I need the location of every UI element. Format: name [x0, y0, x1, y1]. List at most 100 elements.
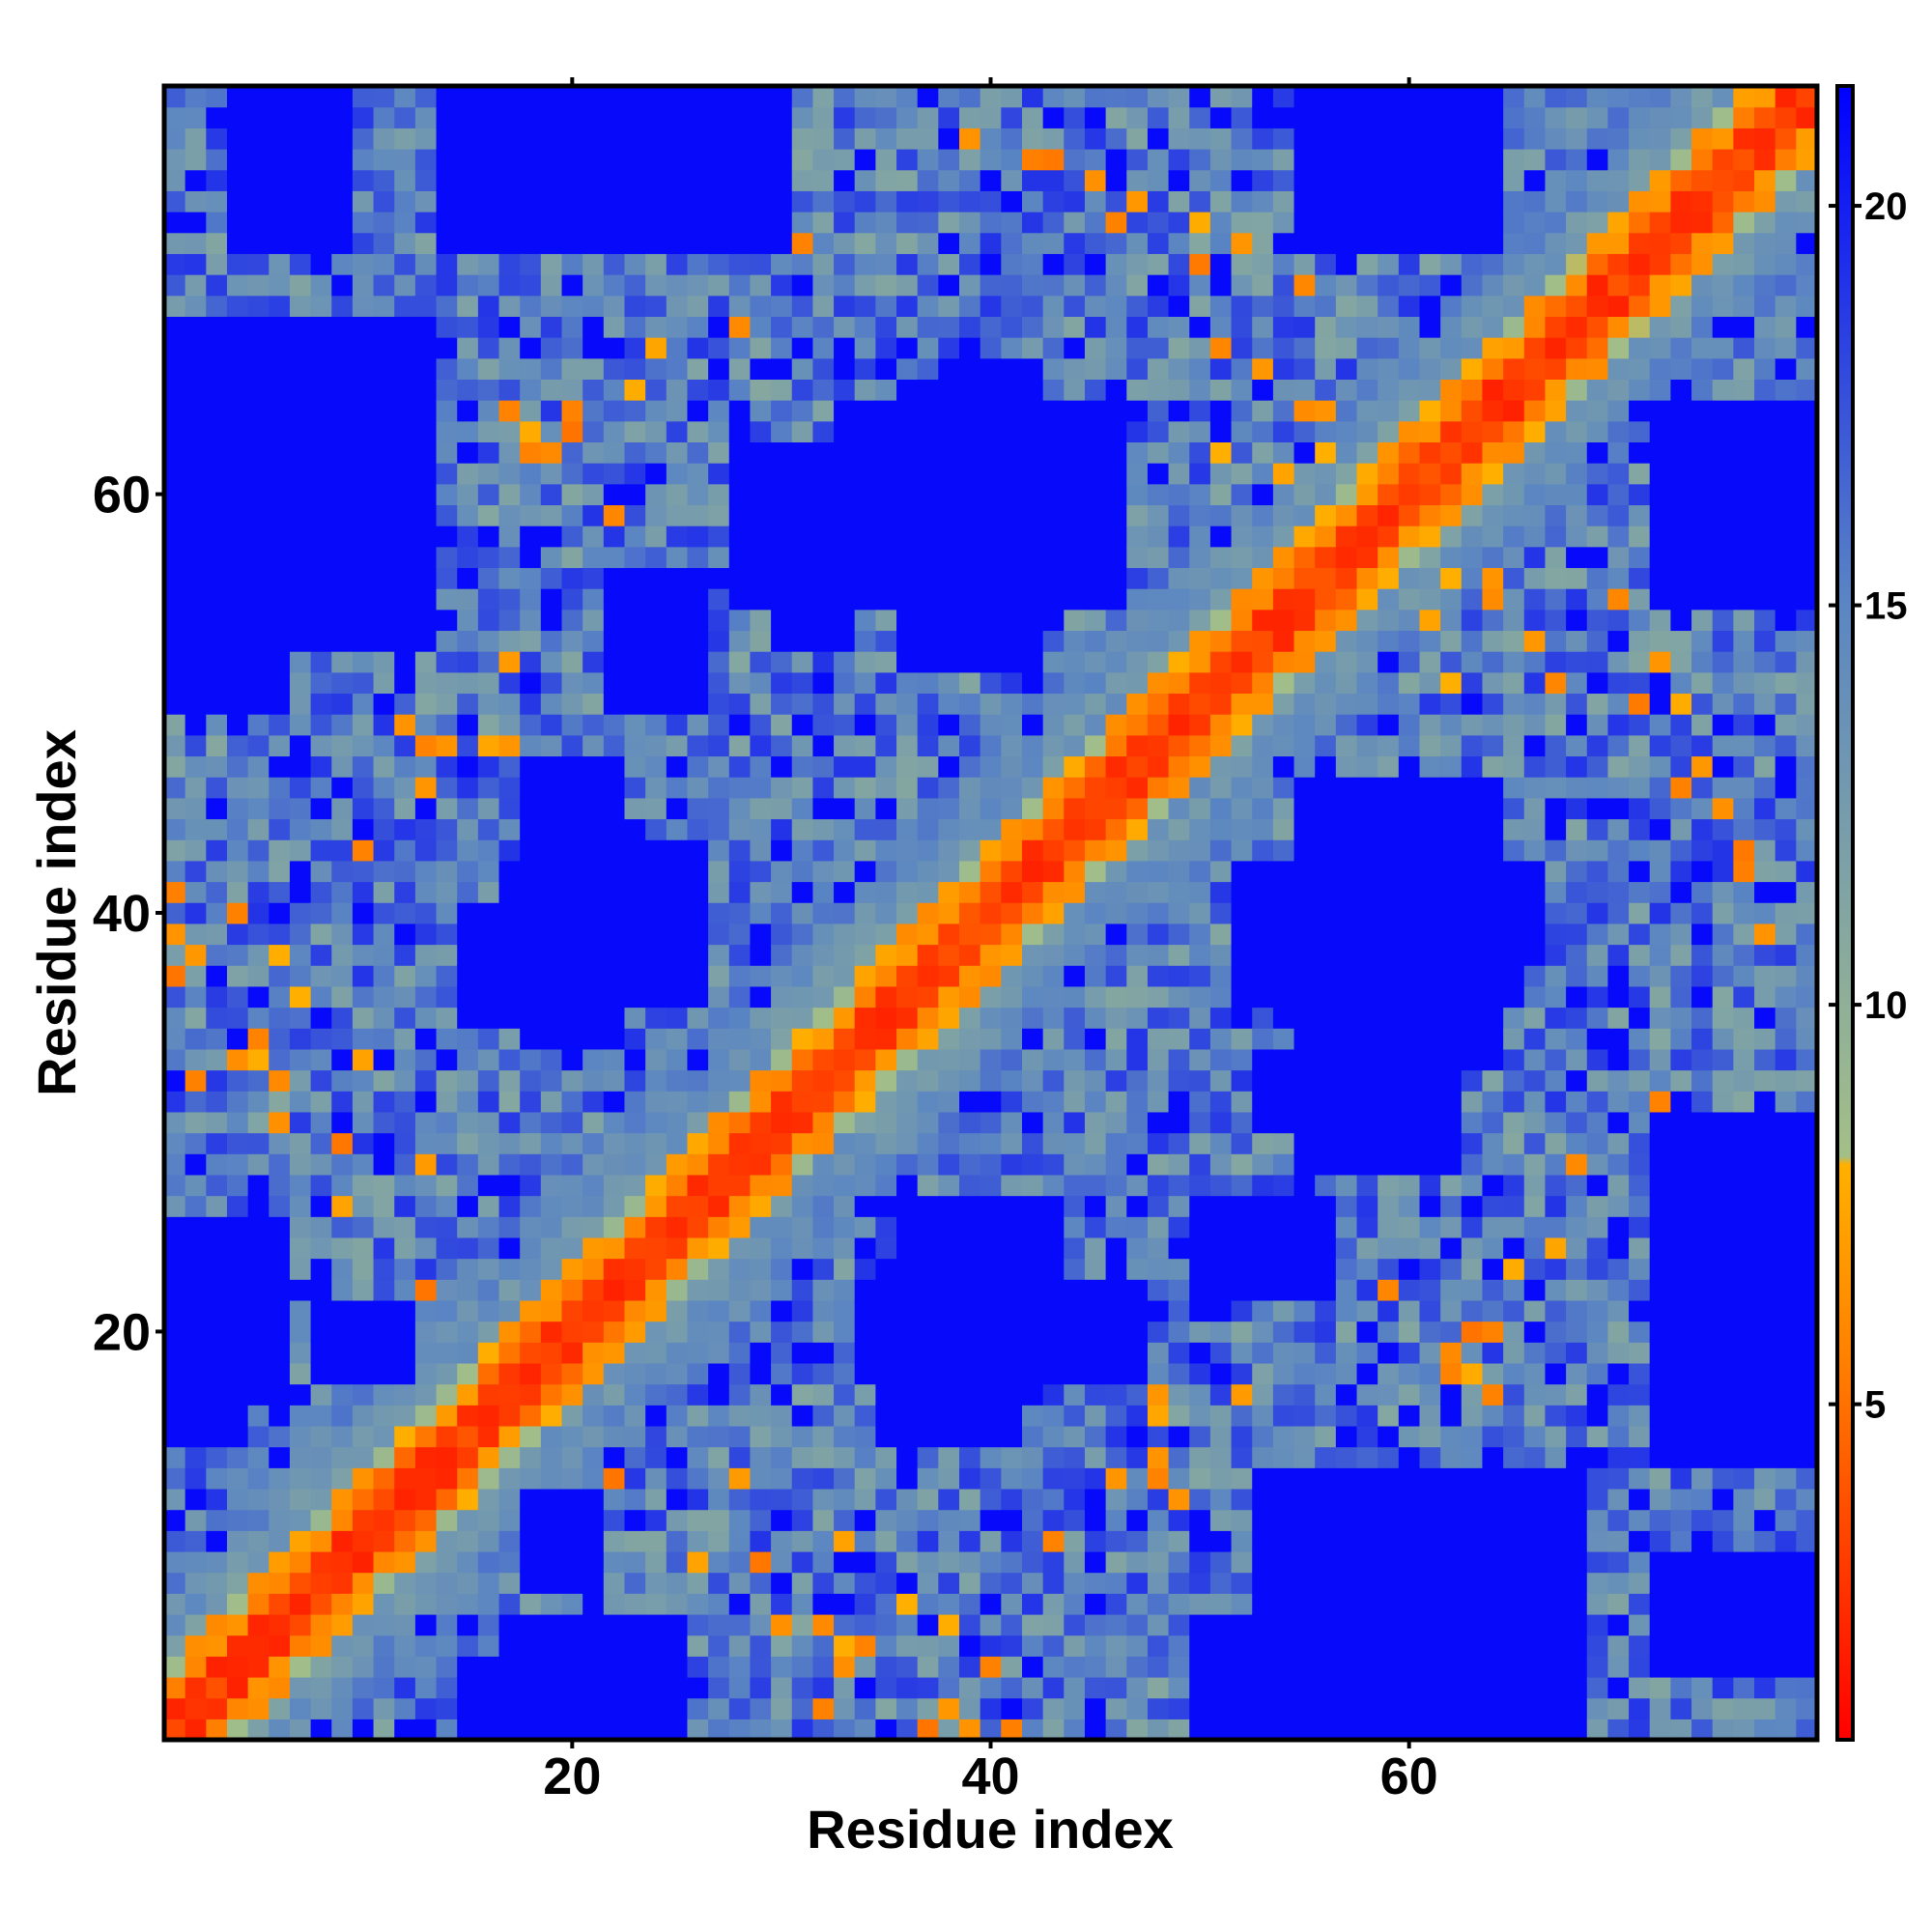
- heatmap-cell: [352, 483, 375, 506]
- heatmap-cell: [247, 1153, 270, 1176]
- heatmap-cell: [750, 1656, 772, 1678]
- heatmap-cell: [1001, 630, 1023, 652]
- heatmap-cell: [728, 609, 752, 632]
- heatmap-cell: [373, 902, 395, 924]
- heatmap-cell: [457, 128, 479, 150]
- heatmap-cell: [457, 693, 479, 715]
- heatmap-cell: [540, 923, 563, 946]
- heatmap-cell: [498, 630, 521, 652]
- heatmap-cell: [812, 1446, 835, 1468]
- heatmap-cell: [582, 1007, 605, 1029]
- heatmap-cell: [436, 881, 458, 903]
- heatmap-cell: [624, 881, 646, 903]
- heatmap-cell: [352, 253, 375, 275]
- heatmap-cell: [1272, 1719, 1295, 1741]
- heatmap-cell: [1042, 1634, 1065, 1657]
- heatmap-cell: [1168, 169, 1190, 191]
- heatmap-cell: [750, 1446, 772, 1468]
- heatmap-cell: [1105, 1195, 1127, 1217]
- heatmap-cell: [1419, 609, 1441, 632]
- heatmap-cell: [520, 400, 542, 422]
- heatmap-cell: [477, 839, 500, 862]
- heatmap-cell: [896, 441, 919, 464]
- heatmap-cell: [917, 169, 939, 191]
- heatmap-cell: [477, 651, 500, 673]
- heatmap-cell: [959, 1719, 981, 1741]
- heatmap-cell: [1231, 797, 1253, 820]
- heatmap-cell: [750, 149, 772, 171]
- heatmap-cell: [1042, 944, 1065, 966]
- heatmap-cell: [917, 106, 939, 128]
- heatmap-cell: [1147, 1069, 1170, 1092]
- heatmap-cell: [373, 1676, 395, 1699]
- heatmap-cell: [1168, 1091, 1190, 1113]
- heatmap-cell: [834, 1069, 856, 1092]
- heatmap-cell: [1378, 1216, 1400, 1238]
- heatmap-cell: [331, 1467, 354, 1490]
- heatmap-cell: [854, 1550, 876, 1574]
- heatmap-cell: [1064, 1195, 1086, 1217]
- heatmap-cell: [812, 86, 835, 108]
- heatmap-cell: [1126, 734, 1149, 757]
- heatmap-cell: [477, 588, 500, 611]
- heatmap-cell: [959, 1028, 981, 1050]
- heatmap-cell: [185, 504, 207, 526]
- heatmap-cell: [247, 504, 270, 526]
- heatmap-cell: [645, 420, 668, 442]
- heatmap-cell: [582, 1048, 605, 1071]
- heatmap-cell: [938, 881, 960, 903]
- heatmap-cell: [938, 1446, 960, 1468]
- heatmap-cell: [980, 316, 1002, 338]
- heatmap-cell: [1231, 379, 1253, 401]
- heatmap-cell: [394, 965, 416, 987]
- heatmap-cell: [1440, 755, 1463, 778]
- heatmap-cell: [791, 1509, 814, 1531]
- heatmap-cell: [1064, 1174, 1086, 1197]
- heatmap-cell: [436, 693, 458, 715]
- heatmap-cell: [310, 1405, 332, 1427]
- heatmap-cell: [1440, 1069, 1463, 1092]
- heatmap-cell: [414, 379, 438, 401]
- heatmap-cell: [457, 504, 479, 526]
- heatmap-cell: [394, 1279, 416, 1301]
- heatmap-cell: [331, 316, 354, 338]
- heatmap-cell: [750, 1572, 772, 1594]
- heatmap-cell: [708, 1342, 730, 1364]
- heatmap-cell: [1147, 881, 1170, 903]
- heatmap-cell: [1189, 1509, 1211, 1531]
- heatmap-cell: [206, 253, 228, 275]
- heatmap-cell: [164, 588, 186, 611]
- heatmap-cell: [938, 1362, 960, 1385]
- heatmap-cell: [1001, 1446, 1023, 1468]
- heatmap-cell: [394, 1550, 416, 1574]
- heatmap-cell: [750, 1509, 772, 1531]
- heatmap-cell: [540, 190, 563, 213]
- heatmap-cell: [1231, 671, 1253, 695]
- heatmap-cell: [1315, 316, 1337, 338]
- heatmap-cell: [1272, 128, 1295, 150]
- heatmap-cell: [582, 755, 605, 778]
- heatmap-cell: [791, 400, 814, 422]
- heatmap-cell: [624, 1593, 646, 1615]
- heatmap-cell: [164, 295, 186, 317]
- heatmap-cell: [854, 379, 876, 401]
- heatmap-cell: [1252, 944, 1274, 966]
- heatmap-cell: [185, 274, 207, 297]
- heatmap-cell: [289, 400, 312, 422]
- heatmap-cell: [1398, 1007, 1421, 1029]
- heatmap-cell: [520, 839, 542, 862]
- heatmap-cell: [771, 212, 793, 234]
- heatmap-cell: [603, 1676, 626, 1699]
- heatmap-cell: [1001, 797, 1023, 820]
- heatmap-cell: [1189, 1069, 1211, 1092]
- heatmap-cell: [414, 420, 438, 442]
- heatmap-cell: [1378, 1405, 1400, 1427]
- heatmap-cell: [896, 923, 919, 946]
- heatmap-cell: [373, 1613, 395, 1636]
- heatmap-cell: [728, 1069, 752, 1092]
- heatmap-cell: [477, 379, 500, 401]
- heatmap-cell: [1168, 630, 1190, 652]
- heatmap-cell: [1168, 232, 1190, 254]
- heatmap-cell: [414, 839, 438, 862]
- heatmap-cell: [728, 1530, 752, 1552]
